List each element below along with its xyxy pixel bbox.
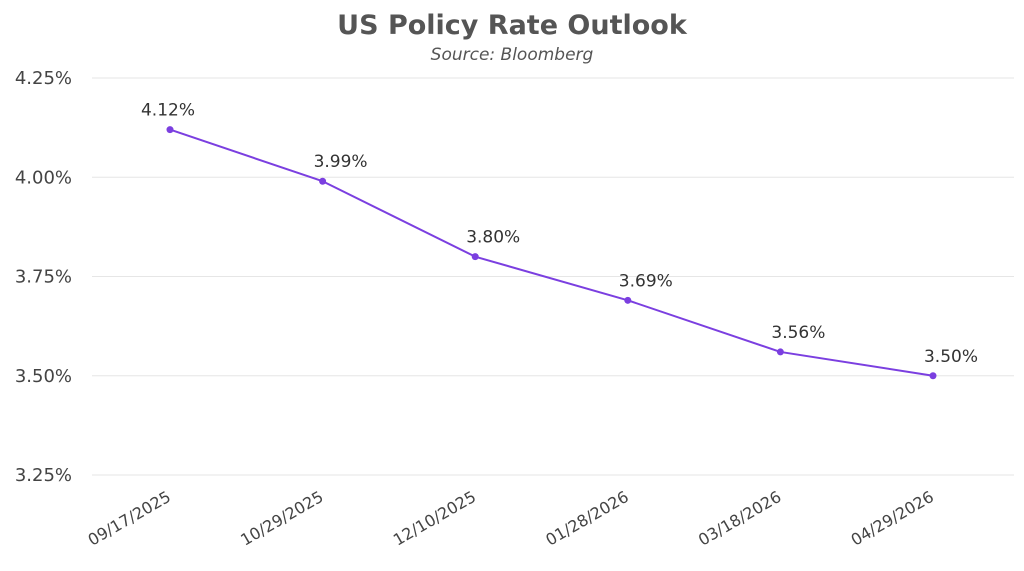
chart-subtitle: Source: Bloomberg — [431, 45, 594, 65]
data-label: 3.69% — [619, 271, 673, 291]
x-tick-label: 01/28/2026 — [542, 487, 631, 550]
y-tick-label: 3.75% — [15, 267, 72, 288]
x-tick-label: 03/18/2026 — [695, 487, 784, 550]
y-tick-label: 3.50% — [15, 366, 72, 387]
data-label: 4.12% — [141, 101, 195, 121]
x-tick-label: 04/29/2026 — [848, 487, 937, 550]
data-label: 3.56% — [771, 323, 825, 343]
x-tick-label: 12/10/2025 — [390, 487, 479, 550]
x-axis-ticks: 09/17/2025 10/29/2025 12/10/2025 01/28/2026… — [85, 487, 937, 550]
x-tick-label: 10/29/2025 — [237, 487, 326, 550]
y-tick-label: 3.25% — [15, 465, 72, 486]
y-tick-label: 4.00% — [15, 167, 72, 188]
data-label: 3.50% — [924, 347, 978, 367]
data-label: 3.99% — [314, 152, 368, 172]
data-point — [471, 253, 479, 261]
y-tick-label: 4.25% — [15, 68, 72, 89]
data-label: 3.80% — [466, 228, 520, 248]
chart-title: US Policy Rate Outlook — [337, 10, 688, 41]
x-tick-label: 09/17/2025 — [85, 487, 174, 550]
data-point — [929, 372, 937, 380]
y-axis-ticks: 3.25% 3.50% 3.75% 4.00% 4.25% — [15, 68, 72, 486]
data-point — [624, 296, 632, 304]
data-point — [319, 177, 327, 185]
series-line — [169, 128, 934, 377]
series: 4.12% 3.99% 3.80% 3.69% 3.56% 3.50% — [141, 101, 978, 380]
data-point — [776, 348, 784, 356]
data-point — [166, 126, 174, 134]
gridlines — [92, 77, 1014, 476]
